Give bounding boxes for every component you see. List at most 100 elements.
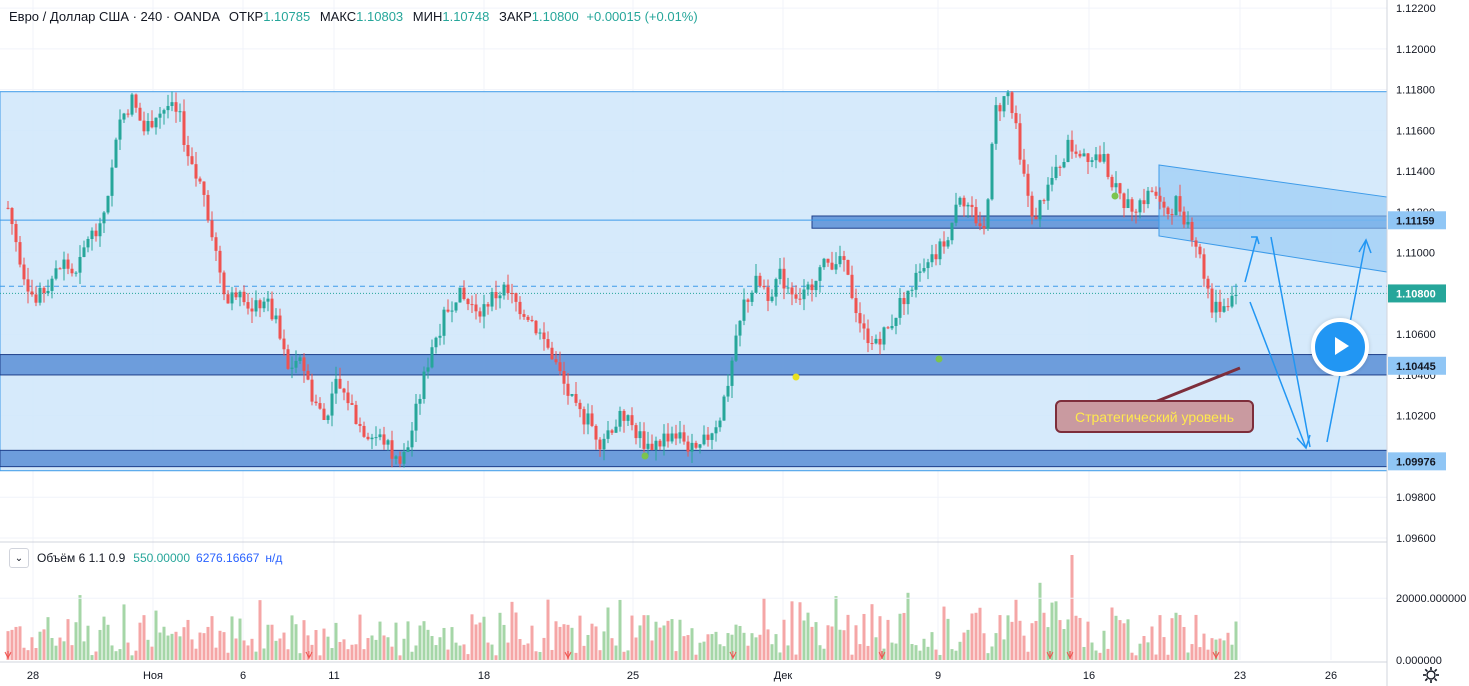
candle-body bbox=[514, 293, 518, 302]
volume-bar bbox=[806, 612, 810, 660]
candle-body bbox=[542, 332, 546, 340]
volume-bar bbox=[314, 630, 318, 660]
strategic-level-note[interactable]: Стратегический уровень bbox=[1055, 400, 1254, 433]
candle-body bbox=[898, 298, 902, 318]
volume-bar bbox=[234, 638, 238, 660]
candle-body bbox=[746, 299, 750, 302]
candle-body bbox=[554, 359, 558, 363]
symbol-title[interactable]: Евро / Доллар США · 240 · OANDA bbox=[9, 9, 220, 24]
candle-body bbox=[410, 430, 414, 448]
volume-bar bbox=[78, 595, 82, 660]
candle-body bbox=[614, 426, 618, 433]
volume-bar bbox=[1026, 651, 1030, 660]
volume-bar bbox=[22, 647, 26, 660]
volume-bar bbox=[1038, 582, 1042, 660]
candle-body bbox=[1210, 288, 1214, 313]
volume-bar bbox=[482, 616, 486, 660]
volume-bar bbox=[362, 649, 366, 660]
candle-body bbox=[1214, 301, 1218, 313]
volume-bar bbox=[746, 645, 750, 660]
candle-body bbox=[770, 296, 774, 301]
volume-bar bbox=[230, 616, 234, 660]
volume-bar bbox=[906, 592, 910, 660]
volume-bar bbox=[630, 615, 634, 660]
candle-body bbox=[330, 393, 334, 416]
candle-body bbox=[274, 315, 278, 320]
candle-body bbox=[122, 113, 126, 120]
volume-bar bbox=[546, 599, 550, 660]
candle-body bbox=[782, 268, 786, 289]
candle-body bbox=[1202, 254, 1206, 279]
candle-body bbox=[790, 287, 794, 295]
candle-body bbox=[594, 425, 598, 440]
volume-bar bbox=[886, 619, 890, 660]
candle-body bbox=[1158, 195, 1162, 202]
candle-body bbox=[18, 242, 22, 265]
volume-bar bbox=[46, 617, 50, 660]
volume-bar bbox=[102, 616, 106, 660]
volume-bar bbox=[818, 645, 822, 660]
candle-body bbox=[1234, 294, 1238, 296]
settings-gear-icon[interactable] bbox=[1422, 666, 1440, 684]
volume-bar bbox=[218, 630, 222, 660]
volume-bar bbox=[1018, 620, 1022, 660]
volume-bar bbox=[682, 636, 686, 660]
candle-body bbox=[30, 291, 34, 295]
candle-body bbox=[346, 392, 350, 404]
collapse-chevron-icon[interactable]: ⌄ bbox=[9, 548, 29, 568]
volume-bar bbox=[110, 645, 114, 660]
volume-bar bbox=[850, 654, 854, 660]
volume-bar bbox=[982, 633, 986, 660]
change-value: +0.00015 (+0.01%) bbox=[586, 9, 698, 24]
volume-bar bbox=[450, 627, 454, 660]
candle-body bbox=[626, 415, 630, 421]
candle-body bbox=[682, 432, 686, 442]
volume-pane bbox=[0, 541, 1469, 660]
volume-title[interactable]: Объём 6 1.1 0.9 bbox=[37, 551, 126, 565]
volume-bar bbox=[410, 651, 414, 660]
volume-bar bbox=[1158, 615, 1162, 660]
volume-na: н/д bbox=[265, 551, 283, 565]
candle-body bbox=[766, 287, 770, 301]
candle-body bbox=[870, 343, 874, 345]
volume-bar bbox=[178, 636, 182, 660]
candle-body bbox=[418, 398, 422, 404]
volume-bar bbox=[1014, 599, 1018, 660]
volume-bar bbox=[94, 651, 98, 660]
play-button[interactable] bbox=[1311, 318, 1369, 376]
volume-bar bbox=[938, 654, 942, 660]
candle-body bbox=[1142, 200, 1146, 205]
candle-body bbox=[1198, 246, 1202, 255]
volume-bar bbox=[1226, 632, 1230, 660]
signal-arrow-icon bbox=[305, 651, 313, 659]
candle-body bbox=[130, 94, 134, 115]
candle-body bbox=[338, 378, 342, 389]
volume-bar bbox=[742, 632, 746, 660]
candle-body bbox=[1190, 221, 1194, 241]
candle-body bbox=[1006, 92, 1010, 97]
signal-arrow-icon bbox=[1212, 651, 1220, 659]
candle-body bbox=[846, 259, 850, 275]
volume-bar bbox=[802, 620, 806, 660]
volume-bar bbox=[282, 632, 286, 660]
candle-body bbox=[190, 156, 194, 165]
volume-bar bbox=[542, 637, 546, 660]
candle-body bbox=[210, 220, 214, 238]
volume-bar bbox=[810, 626, 814, 660]
volume-bar bbox=[254, 651, 258, 660]
candle-body bbox=[866, 328, 870, 344]
candle-body bbox=[686, 441, 690, 452]
candle-body bbox=[198, 178, 202, 182]
candle-body bbox=[438, 335, 442, 338]
volume-bar bbox=[494, 655, 498, 660]
candle-body bbox=[718, 420, 722, 428]
volume-bar bbox=[398, 655, 402, 660]
volume-bar bbox=[338, 641, 342, 660]
price-label: 1.10445 bbox=[1396, 361, 1436, 373]
volume-bar bbox=[970, 613, 974, 660]
price-tick-label: 1.10600 bbox=[1396, 329, 1436, 341]
volume-bar bbox=[1198, 647, 1202, 660]
candle-body bbox=[222, 272, 226, 295]
candle-body bbox=[730, 360, 734, 386]
